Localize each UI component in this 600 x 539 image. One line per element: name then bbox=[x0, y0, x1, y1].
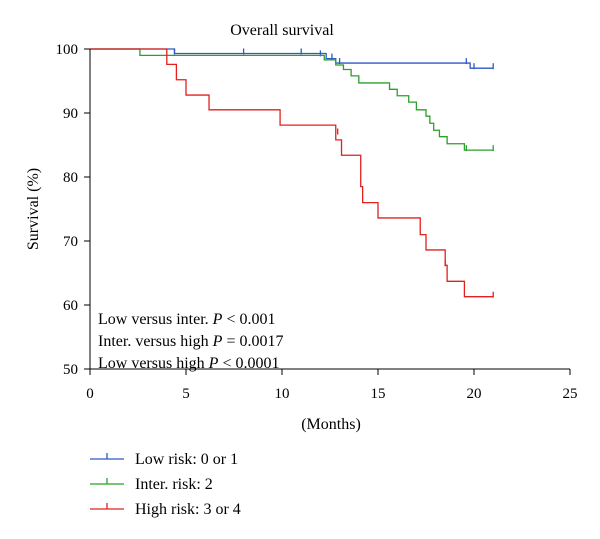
legend: Low risk: 0 or 1 Inter. risk: 2 High risk:… bbox=[90, 451, 241, 518]
chart-title: Overall survival bbox=[230, 22, 334, 39]
x-axis-label: (Months) bbox=[301, 416, 361, 433]
y-tick-label: 70 bbox=[63, 234, 78, 250]
x-tick-label: 15 bbox=[371, 386, 386, 402]
p-value-annotation: Low versus high P < 0.0001 bbox=[98, 355, 279, 372]
p-value-annotation: Inter. versus high P = 0.0017 bbox=[98, 333, 283, 350]
annotation-text: Low versus high bbox=[98, 355, 209, 372]
annotation-p-symbol: P bbox=[208, 355, 219, 372]
x-tick-label: 20 bbox=[467, 386, 482, 402]
annotation-value: = 0.0017 bbox=[222, 333, 283, 350]
annotation-p-symbol: P bbox=[212, 311, 223, 328]
annotation-value: < 0.001 bbox=[222, 311, 275, 328]
x-tick-label: 25 bbox=[563, 386, 578, 402]
y-tick-label: 90 bbox=[63, 106, 78, 122]
legend-label-2: High risk: 3 or 4 bbox=[135, 501, 241, 518]
x-tick-label: 5 bbox=[182, 386, 190, 402]
annotation-value: < 0.0001 bbox=[218, 355, 279, 372]
y-tick-label: 100 bbox=[56, 42, 79, 58]
plot-lines bbox=[90, 48, 494, 298]
p-value-annotation: Low versus inter. P < 0.001 bbox=[98, 311, 275, 328]
annotation-p-symbol: P bbox=[212, 333, 223, 350]
y-tick-label: 50 bbox=[63, 362, 78, 378]
legend-label-0: Low risk: 0 or 1 bbox=[135, 451, 238, 468]
y-tick-label: 60 bbox=[63, 298, 78, 314]
x-ticks: 0 5 10 15 20 25 bbox=[86, 369, 578, 402]
annotation-text: Low versus inter. bbox=[98, 311, 213, 328]
annotation-text: Inter. versus high bbox=[98, 333, 213, 350]
x-tick-label: 10 bbox=[275, 386, 290, 402]
p-value-annotations: Low versus inter. P < 0.001 Inter. versus… bbox=[98, 311, 283, 372]
y-ticks: 50 60 70 80 90 100 bbox=[56, 42, 90, 378]
series-line-2 bbox=[90, 48, 494, 298]
series-line-1 bbox=[90, 48, 494, 151]
y-axis-label: Survival (%) bbox=[25, 168, 42, 250]
x-tick-label: 0 bbox=[86, 386, 94, 402]
y-tick-label: 80 bbox=[63, 170, 78, 186]
series-line-0 bbox=[90, 48, 494, 69]
legend-label-1: Inter. risk: 2 bbox=[135, 476, 213, 493]
